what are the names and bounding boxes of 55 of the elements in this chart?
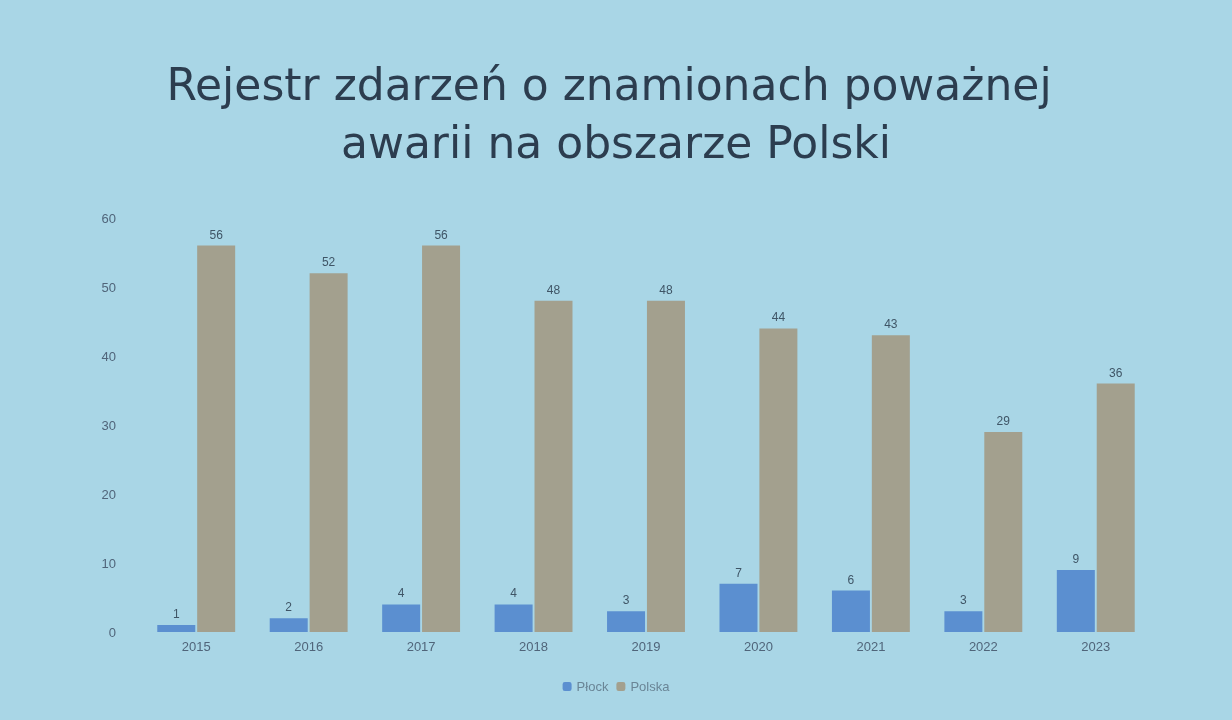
- x-tick-label: 2019: [631, 639, 661, 654]
- data-label: 56: [209, 227, 224, 242]
- bar: [984, 431, 1023, 632]
- bar: [269, 618, 308, 632]
- bar: [422, 245, 461, 632]
- data-label: 29: [996, 413, 1011, 428]
- bar: [607, 611, 646, 632]
- x-tick-label: 2015: [181, 639, 211, 654]
- data-label: 44: [771, 310, 786, 325]
- bar: [309, 273, 348, 632]
- data-label: 4: [510, 586, 518, 601]
- bar: [646, 300, 685, 632]
- data-label: 52: [321, 255, 336, 270]
- x-tick-label: 2023: [1081, 639, 1111, 654]
- x-tick-label: 2021: [856, 639, 886, 654]
- bar: [1096, 383, 1135, 632]
- y-tick-label: 40: [101, 348, 116, 364]
- legend-label: Polska: [630, 679, 671, 694]
- x-tick-label: 2017: [406, 639, 436, 654]
- data-label: 9: [1072, 551, 1080, 566]
- y-tick-label: 50: [101, 279, 116, 295]
- x-tick-label: 2016: [294, 639, 324, 654]
- x-tick-label: 2020: [743, 639, 773, 654]
- bar: [719, 583, 758, 632]
- data-label: 2: [285, 600, 293, 615]
- y-tick-label: 60: [101, 210, 116, 226]
- data-label: 4: [397, 586, 405, 601]
- bar: [871, 335, 910, 632]
- bar: [1056, 569, 1095, 632]
- legend-label: Płock: [576, 679, 609, 694]
- bar: [197, 245, 236, 632]
- bar: [534, 300, 573, 632]
- data-label: 7: [735, 565, 743, 580]
- y-tick-label: 10: [101, 555, 116, 571]
- x-tick-label: 2022: [968, 639, 998, 654]
- data-label: 48: [659, 282, 673, 297]
- x-tick-label: 2018: [519, 639, 549, 654]
- bar: [759, 328, 798, 632]
- y-tick-label: 20: [101, 486, 116, 502]
- data-label: 56: [434, 227, 449, 242]
- bar: [944, 611, 983, 632]
- data-label: 6: [847, 572, 855, 587]
- data-label: 36: [1109, 365, 1123, 380]
- y-tick-label: 0: [108, 624, 116, 640]
- data-label: 1: [172, 607, 180, 622]
- chart-title: Rejestr zdarzeń o znamionach poważnej awarii na obszarze Polski: [166, 58, 1066, 168]
- data-label: 3: [960, 593, 968, 608]
- data-label: 3: [622, 593, 630, 608]
- bar: [157, 625, 196, 632]
- bar: [494, 604, 533, 632]
- bar: [831, 590, 870, 632]
- y-tick-label: 30: [101, 417, 116, 433]
- bar: [382, 604, 421, 632]
- data-label: 43: [884, 317, 898, 332]
- data-label: 48: [546, 282, 561, 297]
